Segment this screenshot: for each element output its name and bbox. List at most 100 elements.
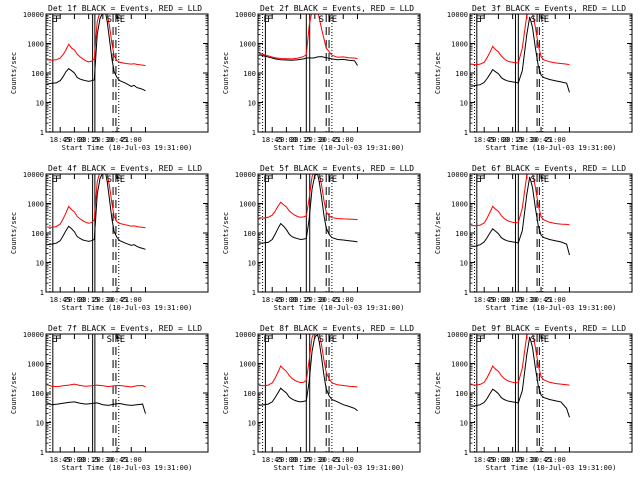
- interval-marker-label: F: [479, 335, 484, 345]
- y-axis-label: Counts/sec: [10, 212, 18, 254]
- interval-marker-label: E: [544, 175, 549, 185]
- x-tick-label: 20:00: [64, 136, 85, 144]
- y-tick-label: 10000: [447, 171, 468, 179]
- y-tick-label: 100: [243, 230, 256, 238]
- x-tick-label: 20:15: [290, 456, 311, 464]
- lld-series-line: [47, 14, 146, 66]
- panel-title: Det 6f BLACK = Events, RED = LLD: [472, 164, 626, 173]
- x-tick-label: 18:45: [50, 456, 71, 464]
- y-tick-label: 10: [36, 420, 44, 428]
- interval-marker-label: S: [319, 175, 324, 185]
- x-tick-label: 20:00: [276, 136, 297, 144]
- lld-series-line: [259, 174, 358, 221]
- y-tick-label: 10000: [235, 331, 256, 339]
- x-tick-label: 20:15: [78, 296, 99, 304]
- x-tick-label: 18:45: [474, 136, 495, 144]
- y-tick-label: 10000: [235, 171, 256, 179]
- y-axis-label: Counts/sec: [10, 52, 18, 94]
- interval-marker-label: F: [479, 15, 484, 25]
- interval-marker-label: F: [116, 15, 121, 25]
- y-axis-label: Counts/sec: [434, 212, 442, 254]
- plot-frame: [257, 173, 421, 293]
- interval-marker-label: F: [540, 175, 545, 185]
- x-tick-label: 20:45: [107, 136, 128, 144]
- y-tick-label: 1: [40, 129, 44, 137]
- panel-title: Det 5f BLACK = Events, RED = LLD: [260, 164, 414, 173]
- interval-marker-label: S: [107, 175, 112, 185]
- y-tick-label: 1: [252, 449, 256, 457]
- x-tick-label: 20:00: [276, 296, 297, 304]
- interval-marker-label: E: [120, 175, 125, 185]
- x-tick-label: 20:00: [64, 296, 85, 304]
- y-tick-label: 1000: [451, 201, 468, 209]
- interval-marker-label: F: [55, 15, 60, 25]
- interval-marker-label: E: [476, 175, 481, 185]
- x-tick-label: 20:15: [78, 456, 99, 464]
- x-tick-label: 21:00: [121, 136, 142, 144]
- panel-title: Det 7f BLACK = Events, RED = LLD: [48, 324, 202, 333]
- x-tick-label: 20:30: [92, 136, 113, 144]
- interval-marker-label: F: [55, 175, 60, 185]
- x-tick-label: 21:00: [545, 136, 566, 144]
- x-tick-label: 20:00: [64, 456, 85, 464]
- x-tick-label: 18:45: [262, 136, 283, 144]
- y-axis-label: Counts/sec: [434, 52, 442, 94]
- x-axis-label: Start Time (10-Jul-03 19:31:00): [274, 144, 405, 152]
- y-tick-label: 10: [460, 420, 468, 428]
- x-tick-label: 20:30: [516, 136, 537, 144]
- x-tick-label: 21:00: [545, 296, 566, 304]
- interval-marker-label: E: [52, 15, 57, 25]
- plot-frame: [45, 13, 209, 133]
- y-tick-label: 1: [464, 129, 468, 137]
- x-tick-label: 20:00: [488, 136, 509, 144]
- interval-marker-label: S: [531, 175, 536, 185]
- interval-marker-label: E: [332, 15, 337, 25]
- y-tick-label: 10: [248, 100, 256, 108]
- x-tick-label: 18:45: [262, 296, 283, 304]
- y-tick-label: 1: [252, 129, 256, 137]
- y-tick-label: 10: [248, 260, 256, 268]
- y-tick-label: 100: [243, 390, 256, 398]
- x-tick-label: 20:45: [107, 296, 128, 304]
- events-series-line: [258, 54, 358, 66]
- panel-title: Det 3f BLACK = Events, RED = LLD: [472, 4, 626, 13]
- x-tick-label: 20:45: [319, 456, 340, 464]
- y-tick-label: 1000: [239, 361, 256, 369]
- x-axis-label: Start Time (10-Jul-03 19:31:00): [486, 464, 617, 472]
- x-axis-label: Start Time (10-Jul-03 19:31:00): [486, 304, 617, 312]
- y-tick-label: 100: [243, 70, 256, 78]
- y-tick-label: 1: [252, 289, 256, 297]
- x-tick-label: 20:45: [319, 136, 340, 144]
- y-tick-label: 100: [455, 230, 468, 238]
- panel-title: Det 9f BLACK = Events, RED = LLD: [472, 324, 626, 333]
- x-tick-label: 21:00: [545, 456, 566, 464]
- y-tick-label: 10: [36, 260, 44, 268]
- y-tick-label: 1: [40, 289, 44, 297]
- x-tick-label: 21:00: [121, 456, 142, 464]
- x-tick-label: 20:15: [78, 136, 99, 144]
- y-tick-label: 1: [40, 449, 44, 457]
- interval-marker-label: S: [319, 15, 324, 25]
- y-tick-label: 10000: [23, 11, 44, 19]
- y-axis-label: Counts/sec: [434, 372, 442, 414]
- events-series-line: [47, 174, 146, 250]
- x-tick-label: 20:00: [488, 296, 509, 304]
- plot-frame: [469, 173, 633, 293]
- interval-marker-label: E: [120, 15, 125, 25]
- x-tick-label: 20:45: [531, 136, 552, 144]
- y-tick-label: 1000: [451, 41, 468, 49]
- y-tick-label: 1000: [27, 201, 44, 209]
- x-tick-label: 21:00: [333, 136, 354, 144]
- x-tick-label: 20:15: [290, 296, 311, 304]
- interval-marker-label: F: [540, 335, 545, 345]
- x-tick-label: 20:30: [304, 136, 325, 144]
- lld-series-line: [471, 174, 570, 227]
- interval-marker-label: S: [319, 335, 324, 345]
- panel-title: Det 4f BLACK = Events, RED = LLD: [48, 164, 202, 173]
- x-tick-label: 20:30: [516, 296, 537, 304]
- interval-marker-label: E: [264, 175, 269, 185]
- y-tick-label: 10: [248, 420, 256, 428]
- interval-marker-label: E: [544, 335, 549, 345]
- x-tick-label: 18:45: [50, 136, 71, 144]
